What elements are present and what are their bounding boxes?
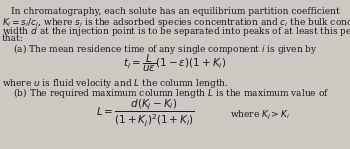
Text: (a) The mean residence time of any single component $i$ is given by: (a) The mean residence time of any singl… <box>2 42 318 56</box>
Text: (b) The required maximum column length $L$ is the maximum value of: (b) The required maximum column length $… <box>2 86 329 100</box>
Text: $L = \dfrac{d(K_j - K_i)}{(1 + K_j)^2(1 + K_i)}$: $L = \dfrac{d(K_j - K_i)}{(1 + K_j)^2(1 … <box>96 97 194 128</box>
Text: where $u$ is fluid velocity and $L$ the column length.: where $u$ is fluid velocity and $L$ the … <box>2 77 229 90</box>
Text: $K_i = s_i/c_i$, where $s_i$ is the adsorbed species concentration and $c_i$ the: $K_i = s_i/c_i$, where $s_i$ is the adso… <box>2 16 350 29</box>
Text: width $d$ at the injection point is to be separated into peaks of at least this : width $d$ at the injection point is to b… <box>2 25 350 38</box>
Text: where $K_j > K_i$: where $K_j > K_i$ <box>230 109 290 122</box>
Text: In chromatography, each solute has an equilibrium partition coefficient: In chromatography, each solute has an eq… <box>10 7 340 16</box>
Text: $t_i = \dfrac{L}{u\varepsilon}(1 - \varepsilon)(1 + K_i)$: $t_i = \dfrac{L}{u\varepsilon}(1 - \vare… <box>123 53 227 74</box>
Text: that:: that: <box>2 34 24 43</box>
